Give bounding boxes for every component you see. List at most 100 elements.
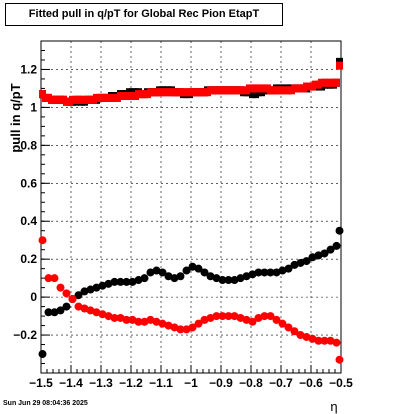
data-point xyxy=(128,277,137,286)
y-tick-label: 1.2 xyxy=(20,62,37,76)
data-point xyxy=(92,283,101,292)
data-point xyxy=(242,315,251,324)
data-point xyxy=(206,313,215,322)
chart-title: Fitted pull in q/pT for Global Rec Pion … xyxy=(28,8,260,20)
data-point xyxy=(248,270,257,279)
data-point xyxy=(272,268,281,277)
x-tick-label: −0.5 xyxy=(329,376,353,390)
x-tick-label: −1.2 xyxy=(119,376,143,390)
data-point xyxy=(200,315,209,324)
data-point xyxy=(44,308,53,317)
y-tick-label: 0.6 xyxy=(20,176,37,190)
data-point xyxy=(335,355,344,364)
x-axis-label: η xyxy=(330,399,337,414)
data-point xyxy=(290,327,299,336)
data-point xyxy=(320,249,329,258)
data-point xyxy=(104,279,113,288)
data-point xyxy=(284,264,293,273)
data-point xyxy=(122,277,131,286)
data-point xyxy=(110,313,119,322)
data-point xyxy=(326,245,335,254)
data-point xyxy=(80,287,89,296)
x-tick-label: −1 xyxy=(184,376,198,390)
data-point xyxy=(194,264,203,273)
data-point xyxy=(314,251,323,260)
data-point xyxy=(236,274,245,283)
y-tick-label: 1 xyxy=(30,100,37,114)
data-point xyxy=(188,262,197,271)
data-point xyxy=(56,283,65,292)
data-point xyxy=(206,272,215,281)
data-point xyxy=(74,291,83,300)
data-point xyxy=(278,266,287,275)
data-point xyxy=(272,315,281,324)
data-point xyxy=(284,323,293,332)
data-point xyxy=(266,312,275,321)
data-point xyxy=(230,276,239,285)
data-point xyxy=(296,258,305,267)
data-point xyxy=(68,295,77,304)
data-point xyxy=(164,272,173,281)
data-point xyxy=(98,310,107,319)
data-point xyxy=(320,336,329,345)
data-point xyxy=(56,306,65,315)
data-point xyxy=(98,281,107,290)
data-point xyxy=(50,308,59,317)
x-tick-label: −1.3 xyxy=(89,376,113,390)
data-point xyxy=(296,331,305,340)
data-point xyxy=(200,268,209,277)
data-point xyxy=(122,315,131,324)
data-point xyxy=(260,312,269,321)
data-point xyxy=(266,268,275,277)
data-point xyxy=(86,306,95,315)
data-point xyxy=(242,272,251,281)
data-point xyxy=(152,266,161,275)
y-axis-label: pull in q/pT xyxy=(8,83,23,152)
x-tick-label: −0.9 xyxy=(209,376,233,390)
data-point xyxy=(110,277,119,286)
data-point xyxy=(134,317,143,326)
data-point xyxy=(260,268,269,277)
timestamp-footer: Sun Jun 29 08:04:36 2025 xyxy=(3,400,88,407)
data-point xyxy=(254,268,263,277)
data-point xyxy=(218,312,227,321)
x-tick-label: −1.1 xyxy=(149,376,173,390)
data-point xyxy=(230,312,239,321)
data-point xyxy=(140,317,149,326)
data-point xyxy=(140,274,149,283)
data-point xyxy=(134,276,143,285)
data-point xyxy=(194,319,203,328)
data-point xyxy=(332,241,341,250)
data-point xyxy=(332,338,341,347)
data-point xyxy=(170,323,179,332)
y-tick-label: 0 xyxy=(30,290,37,304)
data-point xyxy=(44,274,53,283)
data-point xyxy=(278,319,287,328)
data-point xyxy=(74,302,83,311)
data-point xyxy=(182,325,191,334)
data-point xyxy=(212,312,221,321)
data-point xyxy=(176,272,185,281)
data-point xyxy=(38,236,47,245)
data-point xyxy=(146,315,155,324)
data-point xyxy=(116,313,125,322)
chart-title-box: Fitted pull in q/pT for Global Rec Pion … xyxy=(5,3,283,26)
data-point xyxy=(80,304,89,313)
data-point xyxy=(236,313,245,322)
data-point xyxy=(158,319,167,328)
data-point xyxy=(146,268,155,277)
y-tick-label: −0.2 xyxy=(13,328,37,342)
data-point xyxy=(335,226,344,235)
data-point xyxy=(128,315,137,324)
data-point xyxy=(290,260,299,269)
y-tick-label: 0.2 xyxy=(20,252,37,266)
data-point xyxy=(308,334,317,343)
data-point xyxy=(92,308,101,317)
data-point xyxy=(218,276,227,285)
data-point xyxy=(224,276,233,285)
data-point xyxy=(302,332,311,341)
data-point xyxy=(212,274,221,283)
data-point xyxy=(188,323,197,332)
data-point xyxy=(164,321,173,330)
